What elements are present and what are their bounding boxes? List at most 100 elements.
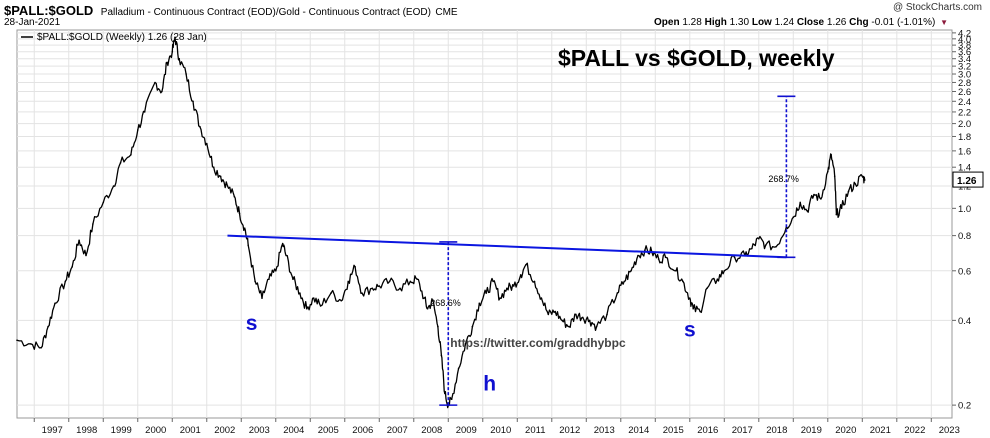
- price-point: [733, 256, 736, 259]
- price-point: [233, 195, 236, 198]
- open-value: 1.28: [682, 17, 702, 28]
- price-point: [431, 299, 434, 302]
- price-point: [547, 313, 550, 316]
- price-point: [64, 280, 67, 283]
- price-point: [444, 392, 446, 395]
- price-point: [513, 285, 515, 287]
- price-point: [806, 210, 808, 212]
- measure-right-label: 268.7%: [768, 174, 799, 184]
- pattern-label: s: [246, 312, 258, 335]
- price-point: [699, 310, 701, 313]
- x-tick-label: 2002: [214, 425, 235, 436]
- price-point: [219, 175, 222, 178]
- price-point: [582, 316, 584, 319]
- price-point: [540, 297, 543, 299]
- price-point: [588, 319, 591, 322]
- price-point: [388, 280, 391, 283]
- price-point: [616, 292, 619, 294]
- x-tick-label: 2021: [870, 425, 891, 436]
- price-point: [330, 292, 332, 294]
- price-point: [174, 36, 176, 39]
- price-point: [92, 223, 94, 225]
- price-point: [261, 297, 263, 299]
- symbol-description: Palladium - Continuous Contract (EOD)/Go…: [100, 7, 431, 18]
- price-point: [675, 270, 677, 272]
- pattern-label: h: [483, 373, 496, 396]
- close-value: 1.26: [826, 17, 847, 28]
- x-tick-label: 2012: [559, 425, 580, 436]
- chg-label: Chg: [849, 17, 869, 28]
- price-point: [192, 100, 194, 103]
- y-tick-label: 2.6: [958, 87, 971, 98]
- open-label: Open: [654, 17, 680, 28]
- y-tick-label: 2.0: [958, 119, 971, 130]
- price-point: [268, 278, 270, 281]
- price-point: [361, 292, 363, 294]
- y-tick-label: 0.8: [958, 231, 971, 242]
- price-point: [630, 270, 632, 272]
- price-point: [706, 287, 708, 290]
- price-point: [664, 256, 667, 259]
- price-point: [78, 239, 80, 242]
- price-point: [226, 185, 229, 187]
- x-tick-label: 2015: [663, 425, 684, 436]
- price-point: [238, 212, 241, 215]
- price-point: [457, 367, 460, 370]
- price-point: [306, 307, 308, 310]
- price-point: [312, 297, 315, 299]
- neckline-trendline: [227, 234, 787, 259]
- chart-header: $PALL:$GOLD Palladium - Continuous Contr…: [4, 2, 458, 20]
- price-point: [371, 287, 374, 290]
- price-point: [399, 287, 401, 290]
- price-point: [143, 111, 146, 113]
- price-point: [440, 354, 443, 357]
- price-point: [378, 285, 381, 287]
- price-point: [416, 278, 419, 281]
- price-point: [119, 162, 122, 164]
- price-point: [835, 213, 838, 216]
- price-point: [112, 185, 115, 187]
- price-point: [354, 266, 356, 268]
- price-point: [682, 280, 684, 283]
- price-point: [185, 73, 187, 75]
- price-point: [561, 319, 563, 322]
- x-tick-label: 2004: [283, 425, 304, 436]
- x-tick-label: 2020: [835, 425, 856, 436]
- price-point: [154, 81, 156, 84]
- price-point: [247, 244, 249, 246]
- down-arrow-icon: ▼: [940, 18, 948, 27]
- price-point: [827, 170, 829, 173]
- price-point: [764, 244, 767, 246]
- price-point: [171, 50, 174, 53]
- price-point: [281, 242, 284, 245]
- price-point: [212, 166, 215, 168]
- ohlc-readout: Open 1.28 High 1.30 Low 1.24 Close 1.26 …: [654, 17, 948, 28]
- x-tick-label: 1997: [42, 425, 63, 436]
- price-point: [554, 310, 556, 313]
- price-point: [492, 280, 494, 283]
- price-point: [206, 142, 208, 145]
- x-tick-label: 2007: [387, 425, 408, 436]
- low-value: 1.24: [774, 17, 795, 28]
- x-tick-label: 2014: [628, 425, 649, 436]
- x-tick-label: 2013: [594, 425, 615, 436]
- x-tick-label: 1998: [76, 425, 97, 436]
- price-point: [820, 198, 822, 200]
- price-point: [861, 175, 864, 178]
- price-point: [568, 325, 570, 328]
- price-point: [161, 90, 163, 93]
- x-tick-label: 2023: [939, 425, 960, 436]
- price-point: [830, 154, 832, 156]
- price-point: [533, 280, 536, 283]
- x-tick-label: 2016: [697, 425, 718, 436]
- price-point: [319, 305, 322, 307]
- price-point: [847, 190, 850, 193]
- y-tick-label: 3.8: [958, 41, 971, 52]
- price-point: [54, 302, 56, 305]
- stockcharts-brand: @ StockCharts.com: [892, 2, 982, 13]
- chart-date: 28-Jan-2021: [4, 17, 61, 28]
- x-tick-label: 2008: [421, 425, 442, 436]
- price-point: [85, 254, 87, 257]
- x-tick-label: 2011: [525, 425, 545, 436]
- price-point: [499, 297, 501, 299]
